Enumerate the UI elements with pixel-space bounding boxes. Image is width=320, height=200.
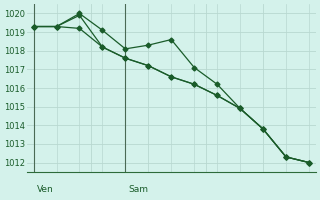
Text: Sam: Sam: [128, 185, 148, 194]
Text: Ven: Ven: [36, 185, 53, 194]
